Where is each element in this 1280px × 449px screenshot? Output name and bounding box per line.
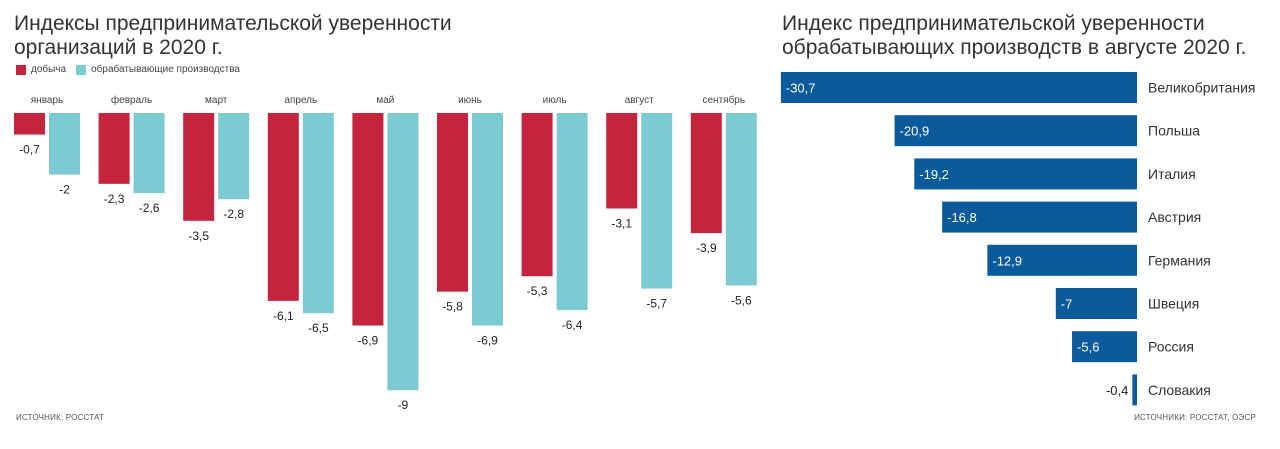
country-bar [780,72,1137,103]
month-label: сентябрь [703,94,746,106]
manufacturing-bar [302,113,334,314]
country-bar [914,158,1137,190]
country-value-label: -20,9 [900,124,930,139]
right-chart-title-line1: Индекс предпринимательской уверенности [782,12,1205,35]
mining-bar [690,113,722,234]
manufacturing-bar [133,113,165,194]
month-label: январь [31,95,63,106]
left-chart-title-line2: организаций в 2020 г. [14,36,223,59]
mining-value-label: -6,1 [273,309,294,323]
mining-value-label: -2,3 [104,192,125,206]
month-label: март [205,95,228,106]
manufacturing-bar [556,113,588,311]
country-value-label: -0,4 [1106,383,1128,398]
mining-bar [14,113,45,135]
country-bar [894,115,1137,147]
manufacturing-value-label: -9 [398,398,409,412]
manufacturing-value-label: -2,6 [139,201,160,215]
country-label: Швеция [1148,296,1199,312]
country-bar [1055,288,1137,319]
left-source-note: ИСТОЧНИК: РОССТАТ [16,413,105,422]
mining-bar [267,113,299,301]
manufacturing-bar [725,113,757,286]
country-value-label: -16,8 [947,210,977,225]
month-label: август [625,95,654,106]
country-value-label: -12,9 [992,253,1022,268]
legend-swatch-mining [16,64,26,75]
country-label: Польша [1148,123,1200,139]
country-value-label: -30,7 [786,81,816,96]
manufacturing-bar [641,113,673,289]
manufacturing-value-label: -5,6 [731,293,752,307]
manufacturing-value-label: -6,9 [477,334,498,348]
legend: добыча обрабатывающие производства [16,64,250,75]
legend-item-mining: добыча [16,64,66,75]
country-label: Словакия [1148,382,1211,398]
mining-value-label: -3,1 [611,216,632,230]
mining-bar [606,113,638,209]
legend-swatch-manufacturing [76,64,87,75]
mining-value-label: -5,8 [442,300,463,314]
country-label: Италия [1148,166,1196,182]
mining-value-label: -3,5 [188,229,209,243]
month-label: май [376,95,394,106]
country-bar [1132,374,1137,406]
left-chart-title-line1: Индексы предпринимательской уверенности [14,12,452,35]
mining-value-label: -5,3 [527,284,548,298]
country-value-label: -19,2 [919,167,949,182]
mining-bar [352,113,384,326]
mining-value-label: -3,9 [696,241,717,255]
manufacturing-value-label: -5,7 [646,297,667,311]
country-bar [942,201,1137,233]
country-bar [1072,331,1137,363]
right-chart-panel: -30,7 Великобритания -20,9 Польша -19,2 Итали… [770,0,1280,449]
country-value-label: -7 [1061,297,1073,312]
manufacturing-bar [387,113,419,391]
mining-bar [183,113,215,221]
country-bar-chart: -30,7 Великобритания -20,9 Польша -19,2 Итали… [780,72,1256,406]
country-label: Австрия [1148,209,1201,225]
country-label: Германия [1148,252,1211,268]
right-chart-title-line2: обрабатывающих производств в августе 202… [782,36,1247,59]
country-bar [987,244,1137,276]
monthly-bar-chart: январь -0,7 -2 февраль -2,3 -2,6 март -3,5 -2,8 а… [14,94,757,412]
left-chart-panel: январь -0,7 -2 февраль -2,3 -2,6 март -3,5 -2,8 а… [14,12,757,422]
manufacturing-value-label: -2 [59,183,70,197]
mining-bar [521,113,553,277]
legend-label-mining: добыча [31,64,67,75]
manufacturing-bar [49,113,80,175]
mining-value-label: -0,7 [19,143,40,157]
month-label: апрель [284,95,317,106]
country-value-label: -5,6 [1077,340,1099,355]
mining-value-label: -6,9 [358,334,379,348]
month-label: февраль [111,94,152,106]
manufacturing-value-label: -6,4 [562,318,583,332]
legend-item-manufacturing: обрабатывающие производства [76,64,240,75]
manufacturing-value-label: -6,5 [308,321,329,335]
legend-label-manufacturing: обрабатывающие производства [91,64,240,75]
mining-bar [437,113,468,292]
month-label: июнь [458,95,482,106]
manufacturing-bar [472,113,503,326]
manufacturing-bar [218,113,250,200]
country-label: Россия [1148,339,1194,355]
country-label: Великобритания [1148,80,1256,96]
right-source-note: ИСТОЧНИКИ: РОССТАТ, ОЭСР [1134,413,1256,422]
month-label: июль [543,95,567,106]
mining-bar [98,113,130,184]
manufacturing-value-label: -2,8 [223,207,244,221]
